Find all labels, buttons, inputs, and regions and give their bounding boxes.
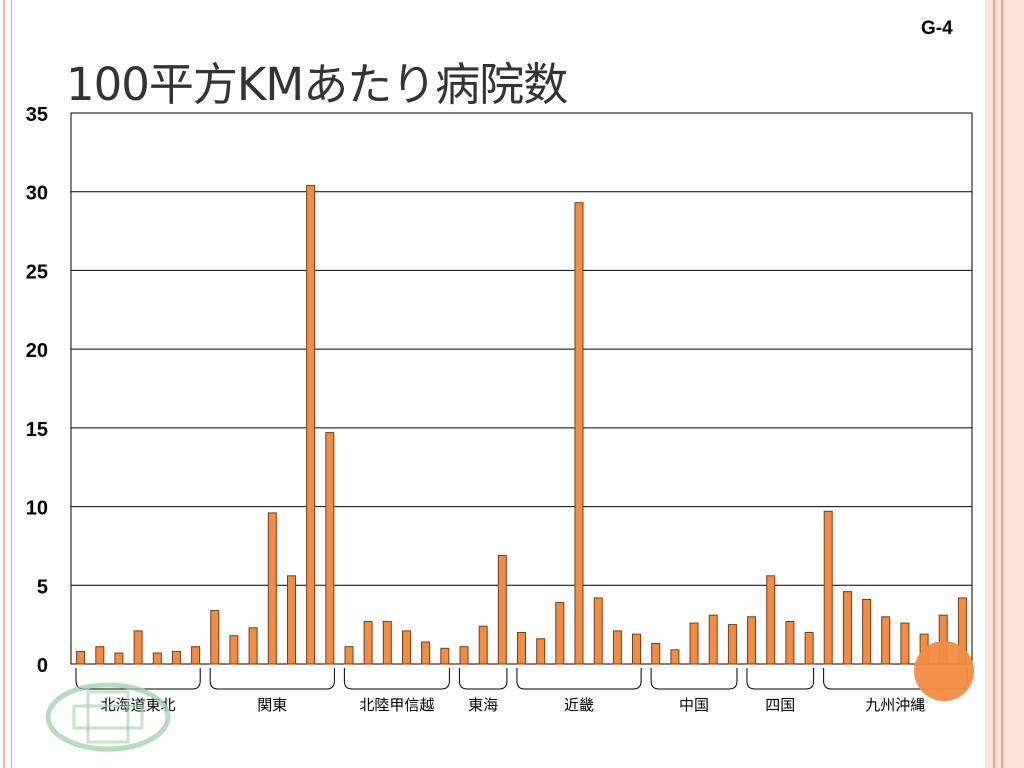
bar (229, 635, 239, 665)
bar (593, 597, 603, 665)
bar (171, 650, 181, 665)
bar (727, 624, 737, 665)
bar (651, 643, 661, 665)
group-label: 近畿 (564, 696, 594, 714)
organization-logo (45, 682, 171, 752)
right-frame-line (1001, 0, 1003, 768)
bar (766, 575, 776, 665)
group-bracket (516, 668, 642, 690)
left-frame-line (3, 0, 5, 768)
bar (536, 638, 546, 665)
bar (804, 632, 814, 665)
bar (325, 432, 335, 665)
accent-circle (914, 641, 974, 701)
bar-layer (76, 184, 967, 665)
plot-area (70, 112, 973, 665)
bar (267, 512, 277, 665)
group-bracket (746, 668, 815, 690)
bar (114, 652, 124, 665)
bar (862, 599, 872, 665)
bar (191, 646, 201, 665)
bar (95, 646, 105, 665)
group-label: 北陸甲信越 (359, 696, 434, 714)
group-bracket (458, 668, 508, 690)
group-bracket (650, 668, 738, 690)
bar (152, 652, 162, 665)
group-bracket (209, 668, 335, 690)
bar (574, 202, 584, 665)
bar (689, 622, 699, 665)
right-frame-line (993, 0, 995, 768)
bar (708, 614, 718, 665)
group-layer: 北海道東北 関東 北陸甲信越 東海 近畿 中国 四国 九州沖縄 (75, 668, 968, 714)
bar (248, 627, 258, 665)
bar (421, 641, 431, 665)
y-tick-label: 15 (26, 419, 48, 441)
y-tick-label: 20 (26, 340, 48, 362)
bar (842, 591, 852, 665)
group-bracket (343, 668, 450, 690)
bar (133, 630, 143, 665)
bar (363, 621, 373, 665)
y-tick-label: 30 (26, 183, 48, 205)
bar (459, 646, 469, 665)
y-tick-label: 0 (37, 655, 48, 677)
bar (440, 647, 450, 665)
bar (76, 650, 86, 665)
y-tick-label: 5 (37, 576, 48, 598)
slide-id: G-4 (921, 18, 953, 39)
bar (881, 616, 891, 665)
bar (632, 633, 641, 665)
group-label: 中国 (679, 696, 709, 714)
y-tick-label: 25 (26, 261, 48, 283)
bar (478, 625, 488, 665)
group-label: 九州沖縄 (865, 696, 925, 714)
y-tick-label: 10 (26, 498, 48, 520)
slide-title: 100平方KMあたり病院数 (66, 58, 568, 111)
y-tick-layer: 0 5 10 15 20 25 30 35 (26, 104, 48, 677)
bar (306, 184, 316, 665)
group-label: 東海 (468, 696, 498, 714)
bar (612, 630, 622, 665)
bar (900, 622, 910, 665)
bar (287, 575, 296, 665)
group-label: 関東 (257, 696, 287, 714)
bar (402, 630, 411, 665)
bar (670, 649, 680, 665)
bar (785, 621, 795, 665)
bar (823, 510, 833, 665)
bar (747, 616, 756, 665)
bar (555, 602, 565, 665)
y-tick-label: 35 (26, 104, 48, 126)
grid-layer (70, 112, 973, 665)
bar (497, 554, 507, 665)
right-frame (985, 0, 1024, 768)
bar (210, 610, 220, 665)
bar (382, 621, 392, 665)
group-label: 四国 (765, 696, 795, 714)
bar (517, 632, 526, 665)
bar (344, 646, 354, 665)
left-frame (0, 0, 12, 768)
